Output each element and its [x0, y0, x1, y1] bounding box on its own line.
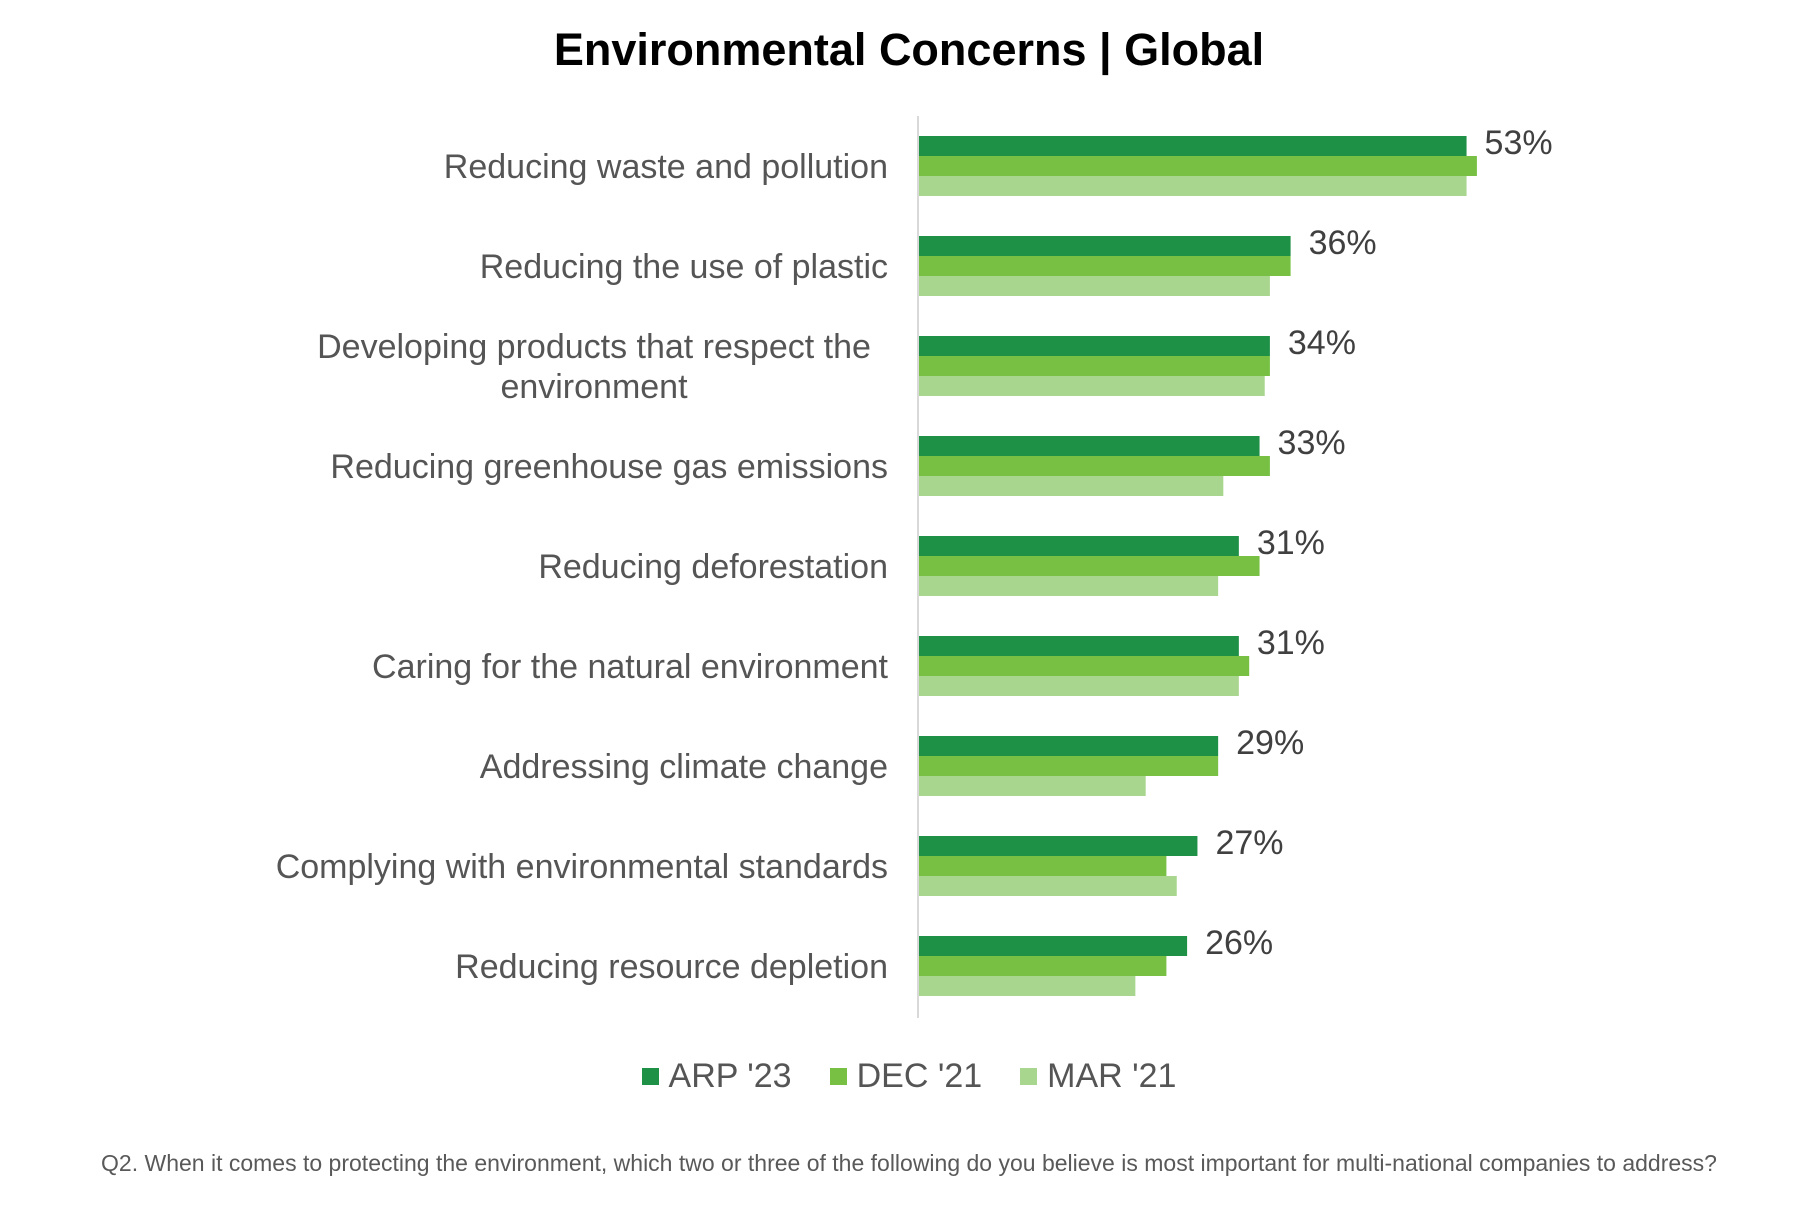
bar-3-9 — [918, 976, 1136, 996]
data-label: 31% — [1257, 524, 1325, 562]
bar-1-8 — [918, 836, 1198, 856]
data-labels: 53% 36% 34% 33% 31% 31% 29% 27% 26% — [1205, 124, 1553, 962]
category-label: Reducing deforestation — [538, 548, 888, 586]
data-label: 34% — [1288, 324, 1356, 362]
bar-1-9 — [918, 936, 1188, 956]
legend: ARP '23 DEC '21 MAR '21 — [0, 1057, 1818, 1096]
bar-3-5 — [918, 576, 1219, 596]
bar-2-8 — [918, 856, 1167, 876]
category-label: Reducing resource depletion — [455, 948, 888, 986]
bar-2-6 — [918, 656, 1250, 676]
bar-3-2 — [918, 276, 1270, 296]
legend-item: ARP '23 — [641, 1057, 792, 1096]
legend-label: ARP '23 — [668, 1057, 792, 1095]
bar-3-6 — [918, 676, 1239, 696]
bar-2-5 — [918, 556, 1260, 576]
legend-label: DEC '21 — [856, 1057, 983, 1095]
category-label: Caring for the natural environment — [372, 648, 888, 686]
category-label: Reducing the use of plastic — [480, 248, 888, 286]
category-label: Reducing waste and pollution — [444, 148, 888, 186]
legend-swatch — [829, 1068, 847, 1085]
bar-3-3 — [918, 376, 1265, 396]
bar-2-9 — [918, 956, 1167, 976]
legend-swatch — [1020, 1068, 1038, 1085]
data-label: 26% — [1205, 924, 1273, 962]
footnote: Q2. When it comes to protecting the envi… — [101, 1150, 1717, 1176]
category-labels: Reducing waste and pollution Reducing the… — [276, 148, 889, 986]
bar-3-7 — [918, 776, 1146, 796]
category-label: Reducing greenhouse gas emissions — [330, 448, 888, 486]
data-label: 36% — [1309, 224, 1377, 262]
data-label: 27% — [1215, 824, 1283, 862]
data-label: 29% — [1236, 724, 1304, 762]
chart-title: Environmental Concerns | Global — [553, 24, 1265, 75]
bar-chart: Reducing waste and pollution Reducing the… — [276, 116, 1553, 1018]
bar-3-4 — [918, 476, 1224, 496]
legend-swatch — [641, 1068, 659, 1085]
bar-2-3 — [918, 356, 1270, 376]
category-label: Addressing climate change — [480, 748, 888, 786]
bar-1-2 — [918, 236, 1291, 256]
data-label: 31% — [1257, 624, 1325, 662]
bar-3-1 — [918, 176, 1467, 196]
bar-2-1 — [918, 156, 1477, 176]
bar-2-2 — [918, 256, 1291, 276]
bar-1-3 — [918, 336, 1270, 356]
bar-1-5 — [918, 536, 1239, 556]
bar-1-1 — [918, 136, 1467, 156]
bar-1-4 — [918, 436, 1260, 456]
bar-1-7 — [918, 736, 1219, 756]
legend-item: MAR '21 — [1020, 1057, 1176, 1096]
bar-1-6 — [918, 636, 1239, 656]
legend-item: DEC '21 — [829, 1057, 983, 1096]
bar-3-8 — [918, 876, 1177, 896]
bars-layer — [918, 136, 1477, 996]
bar-2-4 — [918, 456, 1270, 476]
legend-label: MAR '21 — [1047, 1057, 1177, 1095]
category-label: Complying with environmental standards — [276, 848, 888, 886]
data-label: 33% — [1278, 424, 1346, 462]
category-label: Developing products that respect the envi… — [317, 328, 871, 406]
data-label: 53% — [1485, 124, 1553, 162]
bar-2-7 — [918, 756, 1219, 776]
